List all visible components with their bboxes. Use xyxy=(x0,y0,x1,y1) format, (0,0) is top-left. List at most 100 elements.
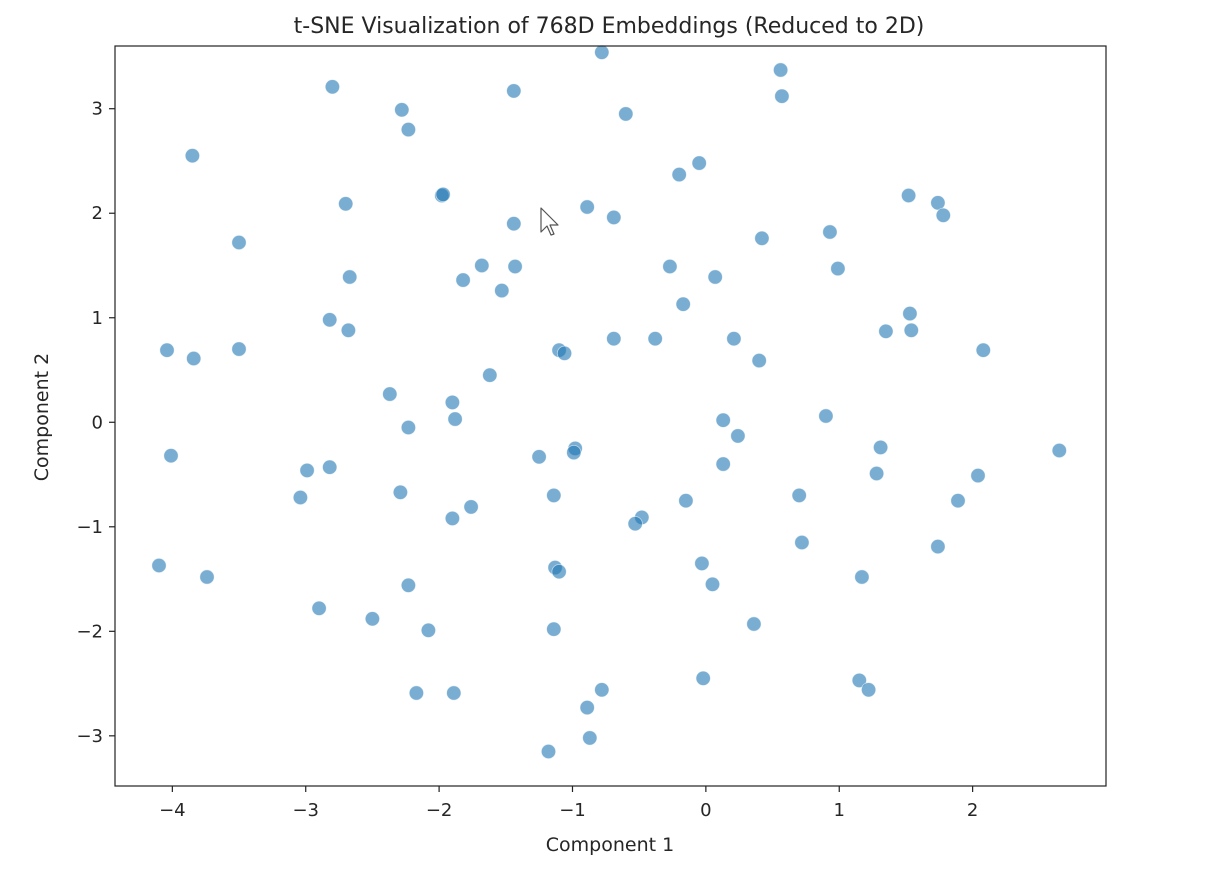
data-point-98 xyxy=(582,730,598,746)
x-axis: −4 −3 −2 −1 0 1 2 xyxy=(159,786,978,821)
data-point-47 xyxy=(482,367,498,383)
data-point-7 xyxy=(774,88,790,104)
mouse-cursor-icon xyxy=(540,207,559,236)
data-point-88 xyxy=(420,622,436,638)
data-point-51 xyxy=(400,419,416,436)
x-tick-label: −2 xyxy=(426,800,453,821)
data-point-23 xyxy=(474,257,490,274)
data-point-59 xyxy=(715,456,731,472)
data-point-33 xyxy=(322,312,338,328)
data-point-96 xyxy=(860,682,877,698)
data-point-36 xyxy=(903,322,919,338)
data-point-27 xyxy=(342,269,358,285)
data-point-71 xyxy=(678,493,694,509)
data-point-89 xyxy=(546,621,562,637)
x-axis-label: Component 1 xyxy=(546,834,674,856)
data-point-53 xyxy=(818,408,834,424)
data-point-77 xyxy=(930,538,946,555)
data-point-46 xyxy=(975,342,991,358)
data-point-45 xyxy=(751,352,767,369)
data-point-49 xyxy=(444,394,460,410)
data-point-62 xyxy=(299,462,315,478)
data-point-64 xyxy=(868,465,885,482)
data-point-65 xyxy=(970,467,986,484)
x-tick-label: 1 xyxy=(834,800,845,821)
data-point-82 xyxy=(694,555,710,572)
data-point-26 xyxy=(830,260,846,277)
data-point-40 xyxy=(159,342,175,358)
data-point-1 xyxy=(324,79,340,95)
data-point-90 xyxy=(746,616,762,632)
data-point-44 xyxy=(556,345,573,361)
y-tick-label: 1 xyxy=(92,308,103,329)
y-tick-label: 0 xyxy=(92,412,103,433)
data-point-32 xyxy=(902,305,918,322)
y-axis: −3 −2 −1 0 1 2 3 xyxy=(76,99,115,747)
data-point-91 xyxy=(408,685,424,701)
y-tick-label: 2 xyxy=(92,203,103,224)
data-point-75 xyxy=(627,516,643,532)
x-tick-label: 2 xyxy=(967,800,978,821)
data-point-70 xyxy=(444,510,460,527)
data-point-78 xyxy=(151,557,167,574)
data-point-72 xyxy=(791,487,807,503)
data-point-63 xyxy=(322,459,338,475)
y-tick-label: −2 xyxy=(76,621,103,642)
x-tick-label: −1 xyxy=(559,800,586,821)
data-point-85 xyxy=(400,577,416,593)
data-point-60 xyxy=(872,439,889,455)
data-point-86 xyxy=(311,600,327,616)
data-point-84 xyxy=(854,569,870,585)
data-point-25 xyxy=(662,258,678,275)
data-point-48 xyxy=(382,386,398,402)
data-point-11 xyxy=(338,196,354,212)
data-point-58 xyxy=(566,444,582,461)
data-point-16 xyxy=(900,187,917,204)
data-point-61 xyxy=(1051,442,1067,459)
data-point-92 xyxy=(446,685,462,701)
data-point-22 xyxy=(822,224,838,240)
data-point-2 xyxy=(506,83,522,99)
data-point-55 xyxy=(163,448,179,464)
data-point-94 xyxy=(695,670,711,686)
data-point-39 xyxy=(726,331,742,347)
y-tick-label: 3 xyxy=(92,99,103,120)
data-point-50 xyxy=(447,411,463,427)
data-point-37 xyxy=(606,331,622,347)
data-point-95 xyxy=(851,672,867,689)
data-point-38 xyxy=(647,331,663,347)
data-point-81 xyxy=(551,564,567,580)
data-point-54 xyxy=(730,428,746,444)
data-point-19 xyxy=(506,216,522,232)
data-point-68 xyxy=(546,487,562,503)
data-point-0 xyxy=(594,44,610,60)
data-point-12 xyxy=(579,199,595,215)
data-point-34 xyxy=(340,322,356,338)
data-point-97 xyxy=(579,699,595,716)
data-point-67 xyxy=(392,484,408,500)
chart-title: t-SNE Visualization of 768D Embeddings (… xyxy=(294,14,925,39)
data-point-18 xyxy=(935,207,951,223)
data-point-52 xyxy=(715,412,731,428)
data-point-3 xyxy=(394,102,410,118)
data-point-35 xyxy=(878,323,894,339)
data-point-4 xyxy=(400,122,416,138)
x-tick-label: −4 xyxy=(159,800,186,821)
data-point-10 xyxy=(435,186,451,202)
data-point-87 xyxy=(364,611,380,627)
data-point-99 xyxy=(540,743,557,760)
y-tick-label: −3 xyxy=(76,726,103,747)
data-point-14 xyxy=(671,167,687,183)
data-point-29 xyxy=(707,269,723,285)
data-point-21 xyxy=(754,230,770,246)
data-point-66 xyxy=(292,489,308,506)
data-point-69 xyxy=(463,499,479,515)
data-point-56 xyxy=(531,449,547,465)
x-tick-label: −3 xyxy=(292,800,319,821)
data-point-8 xyxy=(184,148,200,164)
data-point-20 xyxy=(231,234,247,251)
plot-frame xyxy=(114,45,1107,787)
y-tick-label: −1 xyxy=(76,517,103,538)
